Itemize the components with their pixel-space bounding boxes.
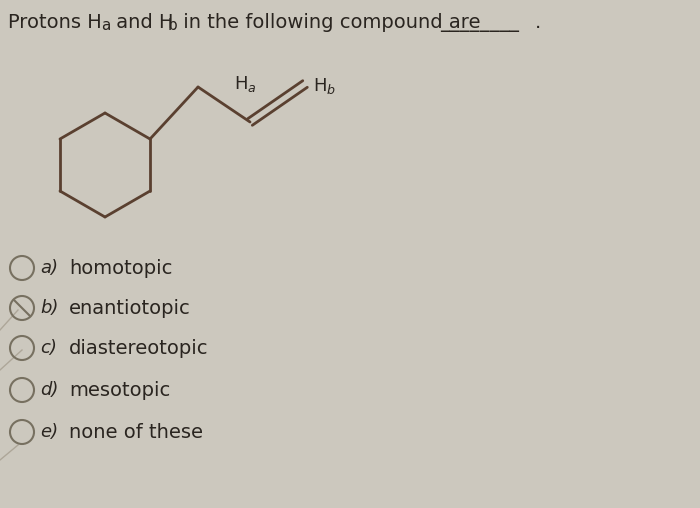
Text: a: a [101, 17, 111, 33]
Text: and H: and H [110, 13, 174, 31]
Text: mesotopic: mesotopic [69, 380, 170, 399]
Text: enantiotopic: enantiotopic [69, 299, 190, 318]
Text: a): a) [40, 259, 58, 277]
Text: ________: ________ [440, 13, 519, 31]
Text: Protons H: Protons H [8, 13, 101, 31]
Text: H$_b$: H$_b$ [313, 76, 336, 96]
Text: .: . [535, 13, 541, 31]
Text: none of these: none of these [69, 423, 203, 441]
Text: b): b) [40, 299, 58, 317]
Text: d): d) [40, 381, 58, 399]
Text: b: b [168, 17, 178, 33]
Text: c): c) [40, 339, 57, 357]
Text: e): e) [40, 423, 58, 441]
Text: diastereotopic: diastereotopic [69, 338, 209, 358]
Text: H$_a$: H$_a$ [234, 74, 256, 94]
Text: in the following compound are: in the following compound are [177, 13, 480, 31]
Text: homotopic: homotopic [69, 259, 172, 277]
